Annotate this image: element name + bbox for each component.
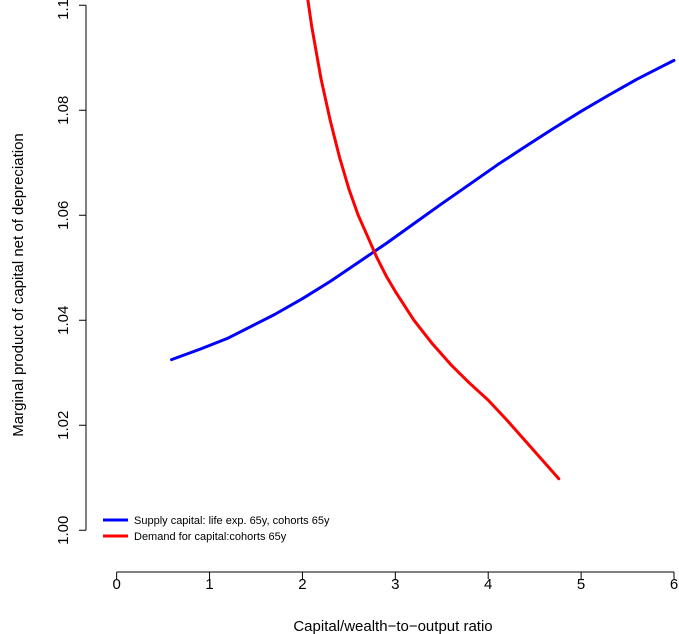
x-tick-label: 4 [484,576,492,593]
x-tick-label: 0 [112,576,120,593]
y-tick-label: 1.00 [55,516,72,545]
y-axis-title: Marginal product of capital net of depre… [10,133,27,437]
x-tick-label: 3 [391,576,399,593]
x-tick-label: 6 [670,576,678,593]
axes: 0 1 2 3 4 5 6 1.00 1.02 1.04 1.06 1.08 1.10 [55,0,678,593]
y-tick-label: 1.10 [55,0,72,20]
y-tick-label: 1.08 [55,96,72,125]
y-tick-label: 1.02 [55,411,72,440]
legend-label: Demand for capital:cohorts 65y [134,531,287,543]
y-tick-label: 1.04 [55,306,72,335]
series-layer [170,0,676,481]
x-tick-label: 5 [577,576,585,593]
series-line-2 [306,0,561,481]
legend-label: Supply capital: life exp. 65y, cohorts 6… [134,515,330,527]
series-line-1 [170,58,676,362]
legend: Supply capital: life exp. 65y, cohorts 6… [103,515,330,543]
x-axis-title: Capital/wealth−to−output ratio [293,618,492,634]
x-tick-label: 1 [205,576,213,593]
y-tick-label: 1.06 [55,201,72,230]
x-tick-label: 2 [298,576,306,593]
